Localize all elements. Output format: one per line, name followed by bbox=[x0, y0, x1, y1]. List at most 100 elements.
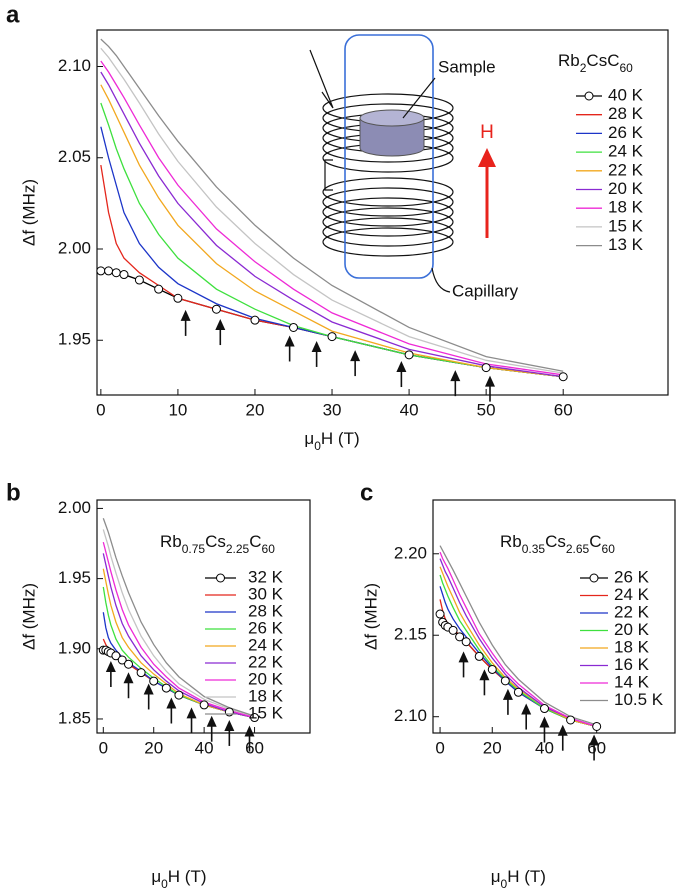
field-marker-arrow-head bbox=[180, 309, 191, 321]
plot-frame bbox=[432, 499, 676, 734]
field-marker-arrow-head bbox=[206, 715, 217, 727]
legend-label: 18 K bbox=[248, 686, 284, 705]
data-point bbox=[513, 687, 523, 697]
legend: 40 K28 K26 K24 K22 K20 K18 K15 K13 K bbox=[576, 85, 644, 254]
series-line bbox=[102, 568, 255, 719]
legend-label: 22 K bbox=[614, 602, 650, 621]
x-tick-label: 10 bbox=[168, 400, 187, 419]
data-point bbox=[288, 322, 298, 332]
sample-cylinder bbox=[359, 109, 425, 157]
data-point bbox=[566, 715, 576, 725]
inset-label: Sample bbox=[438, 57, 496, 76]
field-marker-arrow-head bbox=[557, 724, 568, 736]
x-tick-label: 60 bbox=[245, 738, 264, 757]
data-point bbox=[149, 676, 159, 686]
field-marker-arrow-head bbox=[215, 319, 226, 331]
field-marker-arrow-head bbox=[186, 707, 197, 719]
lower-coil bbox=[322, 177, 454, 257]
chart-title: Rb0.35Cs2.65C60 bbox=[500, 532, 615, 556]
y-tick-label: 2.10 bbox=[394, 706, 427, 725]
series-line bbox=[102, 553, 255, 719]
series-line bbox=[439, 545, 597, 726]
legend-label: 24 K bbox=[248, 635, 284, 654]
data-point bbox=[117, 655, 127, 665]
data-point bbox=[487, 664, 497, 674]
data-point bbox=[455, 632, 465, 642]
legend-label: 15 K bbox=[608, 216, 644, 235]
panel-letter: b bbox=[6, 479, 21, 506]
y-tick-label: 2.00 bbox=[58, 498, 91, 517]
series-line bbox=[439, 551, 597, 728]
x-tick-label: 40 bbox=[195, 738, 214, 757]
legend-label: 20 K bbox=[608, 179, 644, 198]
data-point bbox=[111, 268, 121, 278]
field-marker-arrow-head bbox=[589, 734, 600, 746]
legend-label: 20 K bbox=[614, 620, 650, 639]
x-tick-label: 20 bbox=[144, 738, 163, 757]
field-marker-arrow-head bbox=[539, 716, 550, 728]
data-point bbox=[134, 275, 144, 285]
panel-letter: a bbox=[6, 1, 20, 28]
legend-label: 26 K bbox=[614, 567, 650, 586]
y-tick-label: 1.90 bbox=[58, 638, 91, 657]
x-axis-label: μ0H (T) bbox=[151, 867, 206, 891]
data-point bbox=[448, 625, 458, 635]
capillary bbox=[344, 34, 434, 279]
series-line bbox=[100, 71, 564, 378]
y-tick-label: 2.05 bbox=[58, 147, 91, 166]
data-point bbox=[558, 372, 568, 382]
x-tick-label: 0 bbox=[435, 738, 444, 757]
legend: 26 K24 K22 K20 K18 K16 K14 K10.5 K bbox=[580, 567, 664, 709]
legend-label: 28 K bbox=[608, 104, 644, 123]
x-tick-label: 30 bbox=[323, 400, 342, 419]
series-line bbox=[100, 47, 564, 374]
series-line bbox=[439, 558, 597, 728]
field-marker-arrow-head bbox=[458, 651, 469, 663]
data-point bbox=[211, 304, 221, 314]
capillary-leader bbox=[431, 267, 451, 293]
plot-frame bbox=[96, 29, 669, 396]
field-marker-arrow-head bbox=[521, 703, 532, 715]
data-point bbox=[327, 332, 337, 342]
legend-label: 15 K bbox=[248, 703, 284, 722]
y-axis-label: Δf (MHz) bbox=[19, 583, 38, 650]
panel: a 0 10 20 30 40 50 60 1.95 2.00 2.05 2.10 μ0H (T) Δf … bbox=[6, 1, 669, 453]
y-axis-label: Δf (MHz) bbox=[19, 179, 38, 246]
data-point bbox=[199, 700, 209, 710]
data-point bbox=[474, 651, 484, 661]
data-point bbox=[539, 704, 549, 714]
data-point bbox=[250, 315, 260, 325]
legend-label: 40 K bbox=[608, 85, 644, 104]
chart-title: Rb0.75Cs2.25C60 bbox=[160, 532, 275, 556]
legend-label: 30 K bbox=[248, 584, 284, 603]
y-axis-label: Δf (MHz) bbox=[361, 583, 380, 650]
legend-label: 14 K bbox=[614, 672, 650, 691]
y-tick-label: 1.85 bbox=[58, 708, 91, 727]
data-point bbox=[154, 284, 164, 294]
x-axis-label: μ0H (T) bbox=[491, 867, 546, 891]
legend-label: 22 K bbox=[608, 160, 644, 179]
data-point bbox=[136, 668, 146, 678]
chart-title: Rb2CsC60 bbox=[558, 51, 633, 75]
data-point bbox=[250, 713, 260, 723]
x-tick-label: 20 bbox=[246, 400, 265, 419]
legend-label: 18 K bbox=[614, 637, 650, 656]
data-point bbox=[500, 676, 510, 686]
legend-marker bbox=[216, 573, 225, 583]
data-point bbox=[111, 651, 121, 661]
field-marker-arrow-head bbox=[479, 669, 490, 681]
data-point bbox=[161, 683, 171, 693]
y-tick-label: 1.95 bbox=[58, 568, 91, 587]
legend-marker bbox=[589, 573, 599, 583]
series-line bbox=[102, 529, 255, 717]
field-marker-arrow-head bbox=[311, 340, 322, 352]
inset-label: Capillary bbox=[452, 281, 519, 300]
field-marker-arrow-head bbox=[284, 335, 295, 347]
data-point bbox=[592, 721, 602, 731]
data-point bbox=[435, 609, 445, 619]
series-line bbox=[100, 164, 564, 378]
inset-diagram: Sample H Capillary bbox=[309, 34, 519, 300]
x-tick-label: 40 bbox=[535, 738, 554, 757]
legend-label: 32 K bbox=[248, 567, 284, 586]
